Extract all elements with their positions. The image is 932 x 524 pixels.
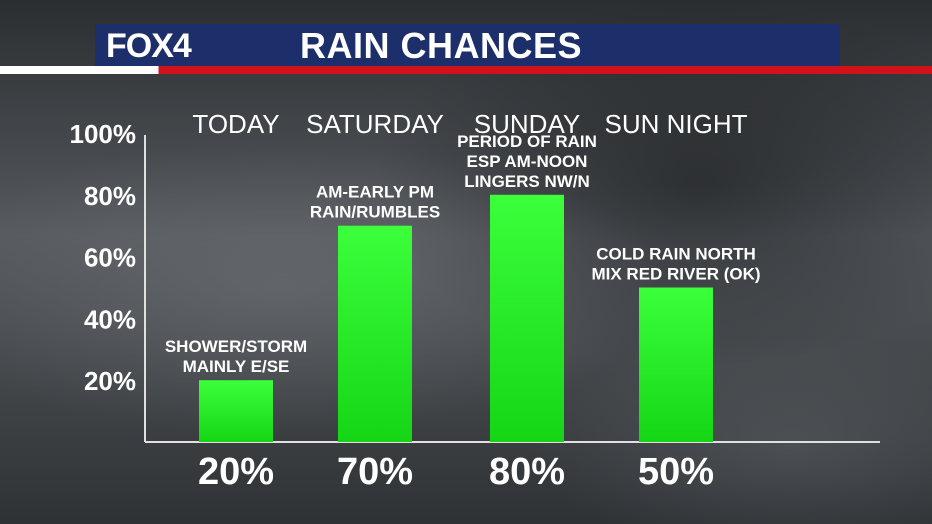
bar-annotation: COLD RAIN NORTH (596, 245, 756, 264)
bar-annotation: ESP AM-NOON (467, 152, 588, 171)
value-label: 50% (638, 451, 714, 493)
fox4-logo: FOX4 (106, 27, 192, 65)
category-label: TODAY (192, 109, 279, 139)
value-label: 70% (337, 451, 413, 493)
value-labels: 20% 70% 80% 50% (198, 451, 714, 493)
bar-annotation: PERIOD OF RAIN (457, 132, 597, 151)
bar (338, 225, 412, 442)
y-tick-label: 80% (84, 181, 136, 211)
category-label: SUN NIGHT (605, 109, 748, 139)
y-tick-labels: 20% 40% 60% 80% 100% (70, 119, 137, 396)
bar-annotation: MIX RED RIVER (OK) (591, 265, 760, 284)
y-tick-label: 20% (84, 366, 136, 396)
category-label: SATURDAY (306, 109, 444, 139)
bar-annotation: SHOWER/STORM (165, 337, 307, 356)
bar (490, 194, 564, 442)
banner-underline (0, 66, 932, 74)
y-tick-label: 60% (84, 243, 136, 273)
page-title: RAIN CHANCES (300, 25, 583, 66)
bar-annotation: AM-EARLY PM (316, 183, 434, 202)
bar (639, 287, 713, 442)
bar-annotation: RAIN/RUMBLES (310, 203, 440, 222)
category-labels: TODAY SATURDAY SUNDAY SUN NIGHT (192, 109, 747, 139)
bar (199, 380, 273, 442)
title-banner (95, 24, 840, 66)
category-label: SUNDAY (474, 109, 580, 139)
bars (199, 194, 713, 442)
bar-annotation: MAINLY E/SE (183, 357, 290, 376)
value-label: 80% (489, 451, 565, 493)
value-label: 20% (198, 451, 274, 493)
y-tick-label: 100% (70, 119, 137, 149)
y-tick-label: 40% (84, 304, 136, 334)
bar-annotation: LINGERS NW/N (464, 172, 590, 191)
